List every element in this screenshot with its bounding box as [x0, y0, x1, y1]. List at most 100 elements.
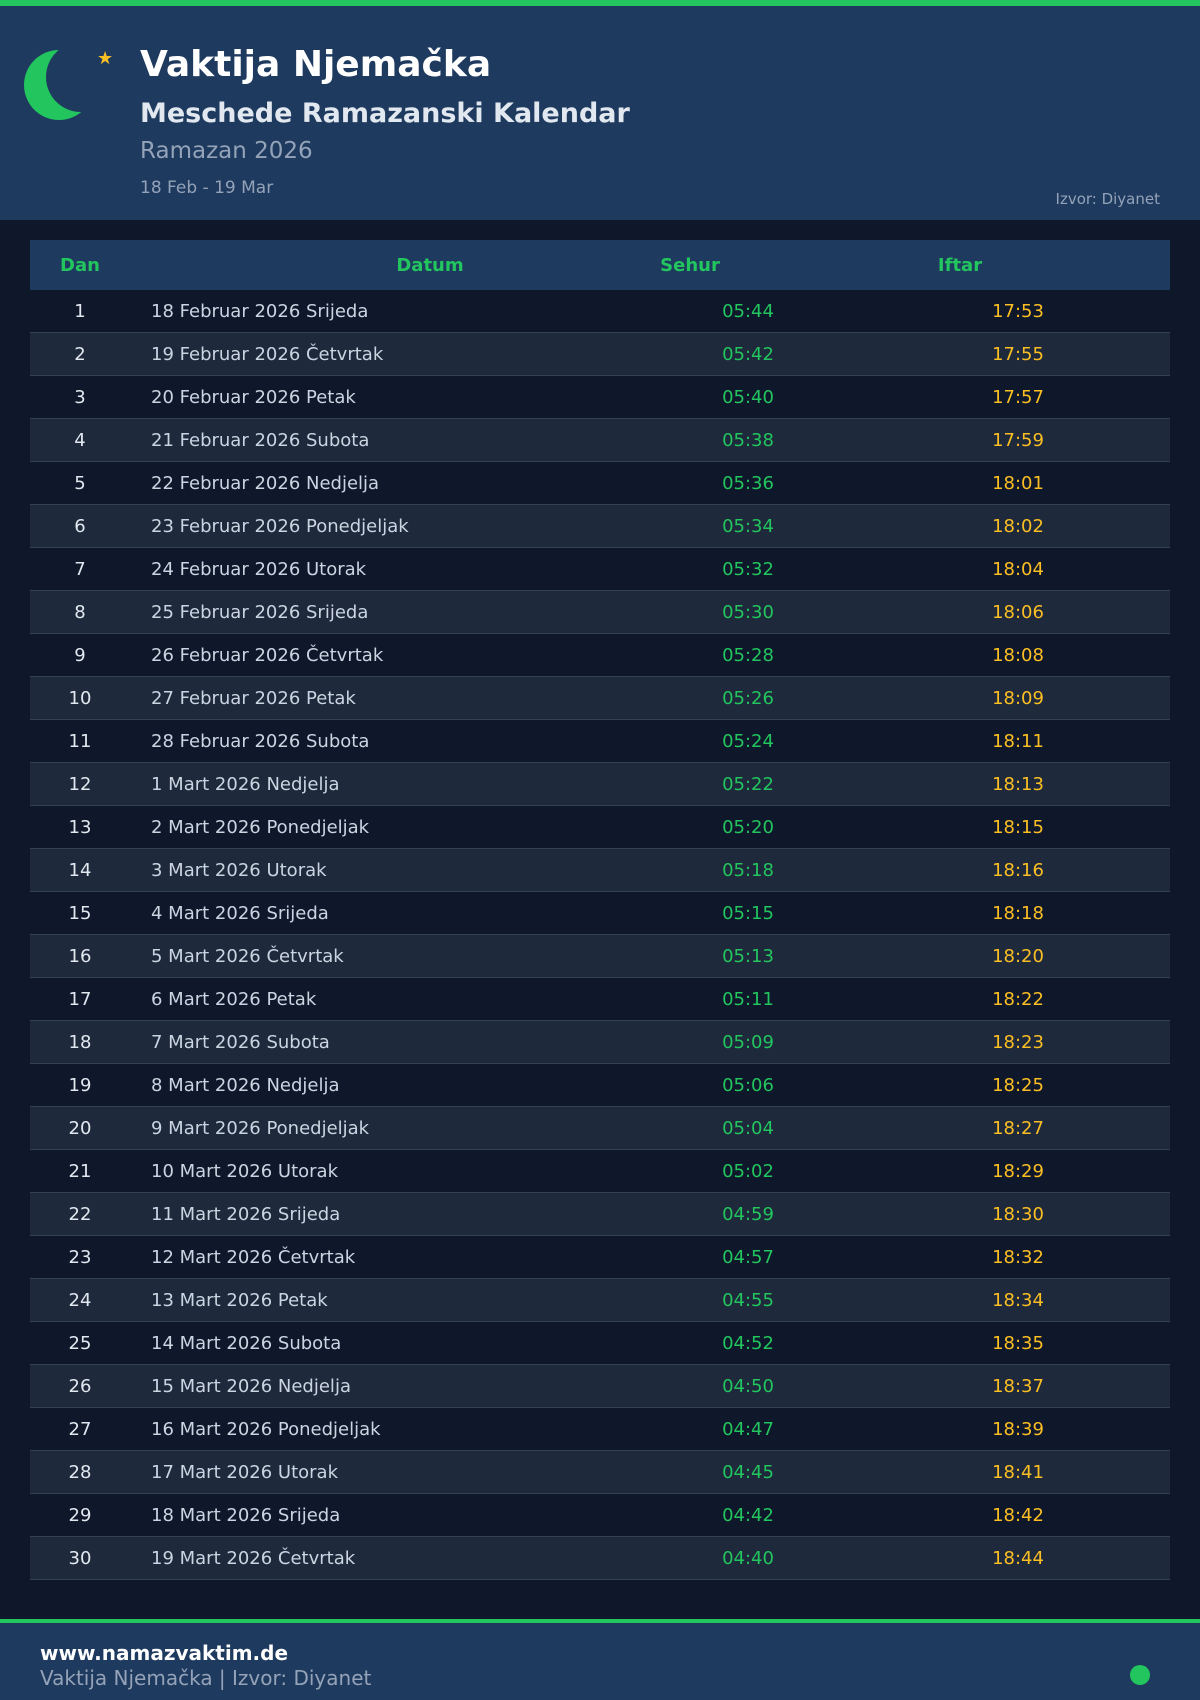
cell-date: 13 Mart 2026 Petak: [151, 1289, 328, 1311]
page-subtitle: Meschede Ramazanski Kalendar: [140, 98, 630, 129]
cell-date: 27 Februar 2026 Petak: [151, 687, 356, 709]
table-row: 25 14 Mart 2026 Subota 04:52 18:35: [30, 1322, 1170, 1365]
table-row: 5 22 Februar 2026 Nedjelja 05:36 18:01: [30, 462, 1170, 505]
table-row: 20 9 Mart 2026 Ponedjeljak 05:04 18:27: [30, 1107, 1170, 1150]
cell-iftar: 18:23: [992, 1031, 1044, 1053]
cell-day: 23: [68, 1246, 92, 1268]
cell-day: 30: [68, 1547, 92, 1569]
cell-day: 9: [74, 644, 86, 666]
table-row: 6 23 Februar 2026 Ponedjeljak 05:34 18:02: [30, 505, 1170, 548]
cell-sehur: 05:42: [722, 343, 774, 365]
cell-sehur: 05:04: [722, 1117, 774, 1139]
cell-day: 29: [68, 1504, 92, 1526]
table-header: Dan Datum Sehur Iftar: [30, 240, 1170, 290]
table-row: 18 7 Mart 2026 Subota 05:09 18:23: [30, 1021, 1170, 1064]
column-header-datum: Datum: [396, 254, 464, 276]
cell-date: 4 Mart 2026 Srijeda: [151, 902, 329, 924]
table-row: 8 25 Februar 2026 Srijeda 05:30 18:06: [30, 591, 1170, 634]
cell-day: 4: [74, 429, 86, 451]
cell-day: 2: [74, 343, 86, 365]
cell-iftar: 18:44: [992, 1547, 1044, 1569]
calendar-table: Dan Datum Sehur Iftar 1 18 Februar 2026 S…: [30, 240, 1170, 1580]
cell-iftar: 17:53: [992, 300, 1044, 322]
cell-iftar: 18:09: [992, 687, 1044, 709]
footer-accent-line: [0, 1619, 1200, 1623]
cell-day: 7: [74, 558, 86, 580]
table-row: 27 16 Mart 2026 Ponedjeljak 04:47 18:39: [30, 1408, 1170, 1451]
cell-sehur: 04:42: [722, 1504, 774, 1526]
cell-date: 24 Februar 2026 Utorak: [151, 558, 367, 580]
table-row: 15 4 Mart 2026 Srijeda 05:15 18:18: [30, 892, 1170, 935]
cell-sehur: 05:32: [722, 558, 774, 580]
cell-sehur: 04:45: [722, 1461, 774, 1483]
cell-sehur: 05:02: [722, 1160, 774, 1182]
period-label: Ramazan 2026: [140, 138, 313, 164]
cell-date: 5 Mart 2026 Četvrtak: [151, 945, 344, 967]
cell-sehur: 05:13: [722, 945, 774, 967]
cell-sehur: 05:30: [722, 601, 774, 623]
cell-iftar: 18:34: [992, 1289, 1044, 1311]
cell-day: 3: [74, 386, 86, 408]
cell-day: 16: [68, 945, 92, 967]
table-row: 11 28 Februar 2026 Subota 05:24 18:11: [30, 720, 1170, 763]
cell-iftar: 17:55: [992, 343, 1044, 365]
table-body: 1 18 Februar 2026 Srijeda 05:44 17:53 2 19 Fe…: [30, 290, 1170, 1580]
table-row: 19 8 Mart 2026 Nedjelja 05:06 18:25: [30, 1064, 1170, 1107]
cell-date: 28 Februar 2026 Subota: [151, 730, 370, 752]
cell-date: 11 Mart 2026 Srijeda: [151, 1203, 341, 1225]
table-row: 17 6 Mart 2026 Petak 05:11 18:22: [30, 978, 1170, 1021]
cell-iftar: 18:01: [992, 472, 1044, 494]
cell-day: 21: [68, 1160, 92, 1182]
cell-sehur: 04:40: [722, 1547, 774, 1569]
table-row: 21 10 Mart 2026 Utorak 05:02 18:29: [30, 1150, 1170, 1193]
cell-iftar: 18:22: [992, 988, 1044, 1010]
cell-date: 9 Mart 2026 Ponedjeljak: [151, 1117, 370, 1139]
date-range: 18 Feb - 19 Mar: [140, 178, 274, 198]
column-header-iftar: Iftar: [937, 254, 983, 276]
footer-site-link[interactable]: www.namazvaktim.de: [40, 1641, 289, 1665]
cell-day: 17: [68, 988, 92, 1010]
cell-iftar: 18:27: [992, 1117, 1044, 1139]
cell-day: 18: [68, 1031, 92, 1053]
cell-day: 24: [68, 1289, 92, 1311]
source-label: Izvor: Diyanet: [1055, 190, 1160, 208]
cell-day: 19: [68, 1074, 92, 1096]
cell-date: 1 Mart 2026 Nedjelja: [151, 773, 340, 795]
cell-date: 18 Februar 2026 Srijeda: [151, 300, 369, 322]
cell-iftar: 18:18: [992, 902, 1044, 924]
cell-date: 19 Februar 2026 Četvrtak: [151, 343, 384, 365]
cell-sehur: 05:15: [722, 902, 774, 924]
table-row: 1 18 Februar 2026 Srijeda 05:44 17:53: [30, 290, 1170, 333]
cell-date: 16 Mart 2026 Ponedjeljak: [151, 1418, 381, 1440]
cell-sehur: 05:36: [722, 472, 774, 494]
cell-iftar: 17:57: [992, 386, 1044, 408]
cell-iftar: 18:25: [992, 1074, 1044, 1096]
cell-date: 15 Mart 2026 Nedjelja: [151, 1375, 351, 1397]
cell-day: 22: [68, 1203, 92, 1225]
cell-date: 22 Februar 2026 Nedjelja: [151, 472, 380, 494]
table-row: 26 15 Mart 2026 Nedjelja 04:50 18:37: [30, 1365, 1170, 1408]
table-row: 7 24 Februar 2026 Utorak 05:32 18:04: [30, 548, 1170, 591]
cell-iftar: 18:13: [992, 773, 1044, 795]
cell-day: 27: [68, 1418, 92, 1440]
cell-day: 26: [68, 1375, 92, 1397]
cell-day: 11: [68, 730, 92, 752]
cell-sehur: 04:59: [722, 1203, 774, 1225]
cell-sehur: 05:22: [722, 773, 774, 795]
cell-date: 2 Mart 2026 Ponedjeljak: [151, 816, 370, 838]
cell-sehur: 04:52: [722, 1332, 774, 1354]
cell-date: 7 Mart 2026 Subota: [151, 1031, 330, 1053]
cell-sehur: 04:57: [722, 1246, 774, 1268]
cell-iftar: 17:59: [992, 429, 1044, 451]
footer-text: Vaktija Njemačka | Izvor: Diyanet: [40, 1666, 372, 1690]
status-dot-icon: [1130, 1665, 1150, 1685]
cell-iftar: 18:20: [992, 945, 1044, 967]
column-header-sehur: Sehur: [660, 254, 720, 276]
cell-sehur: 05:09: [722, 1031, 774, 1053]
table-row: 16 5 Mart 2026 Četvrtak 05:13 18:20: [30, 935, 1170, 978]
cell-iftar: 18:08: [992, 644, 1044, 666]
table-row: 13 2 Mart 2026 Ponedjeljak 05:20 18:15: [30, 806, 1170, 849]
cell-sehur: 05:40: [722, 386, 774, 408]
cell-sehur: 05:28: [722, 644, 774, 666]
cell-day: 14: [68, 859, 92, 881]
